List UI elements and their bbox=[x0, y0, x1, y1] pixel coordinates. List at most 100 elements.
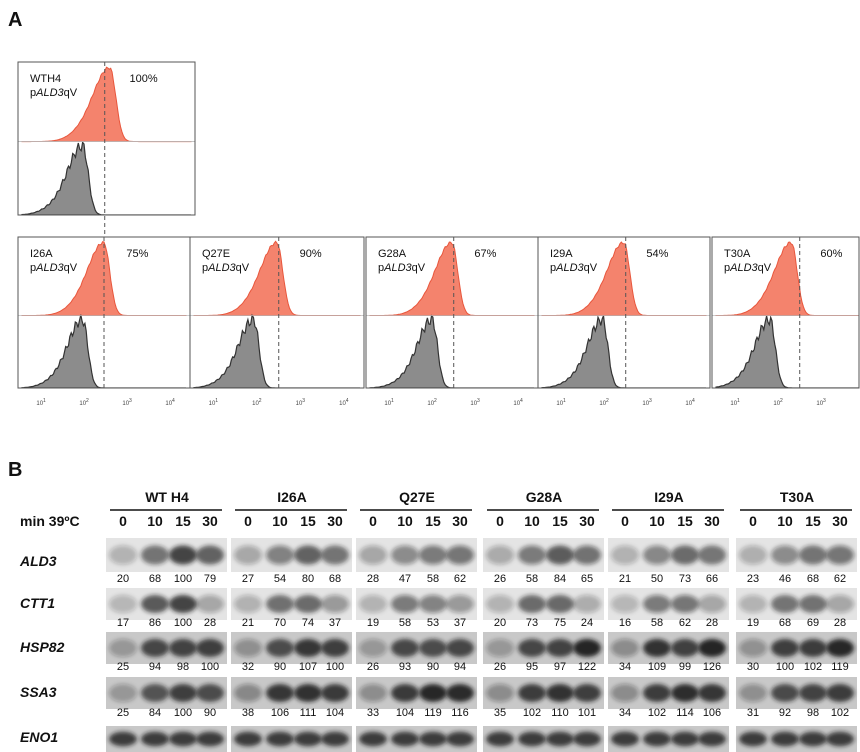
quantification: 68 bbox=[329, 573, 341, 585]
tick-exponent: 1 bbox=[215, 398, 218, 404]
band bbox=[799, 595, 827, 613]
band bbox=[419, 545, 447, 564]
construct-suffix: qV bbox=[758, 262, 772, 274]
histogram-gray bbox=[716, 316, 860, 388]
percent: 90% bbox=[300, 248, 322, 260]
band bbox=[391, 732, 419, 747]
quantification: 34 bbox=[619, 707, 631, 719]
band bbox=[518, 595, 546, 613]
band bbox=[611, 545, 639, 564]
band bbox=[234, 732, 262, 747]
quantification: 33 bbox=[367, 707, 379, 719]
construct: pALD3qV bbox=[724, 262, 772, 274]
quantification: 68 bbox=[779, 617, 791, 629]
quantification: 100 bbox=[776, 661, 794, 673]
band bbox=[698, 639, 726, 657]
band bbox=[671, 732, 699, 747]
band bbox=[611, 639, 639, 657]
band bbox=[391, 684, 419, 702]
construct-gene: ALD3 bbox=[383, 262, 412, 274]
group-name: I26A bbox=[277, 489, 307, 505]
quantification: 102 bbox=[648, 707, 666, 719]
band bbox=[671, 684, 699, 702]
blot bbox=[608, 538, 729, 572]
time: 10 bbox=[397, 513, 413, 529]
band bbox=[359, 684, 387, 702]
percent: 60% bbox=[820, 248, 842, 260]
band bbox=[359, 545, 387, 564]
band bbox=[391, 639, 419, 657]
band bbox=[573, 684, 601, 702]
quantification: 23 bbox=[747, 573, 759, 585]
band bbox=[739, 639, 767, 657]
quantification: 68 bbox=[149, 573, 161, 585]
band bbox=[518, 684, 546, 702]
blot bbox=[231, 632, 352, 664]
histogram-panel: T30ApALD3qV60%101102103 bbox=[712, 237, 860, 407]
quantification: 94 bbox=[149, 661, 161, 673]
band bbox=[546, 639, 574, 657]
blot bbox=[736, 588, 857, 620]
band bbox=[321, 595, 349, 613]
quantification: 106 bbox=[703, 707, 721, 719]
band bbox=[234, 684, 262, 702]
band bbox=[643, 639, 671, 657]
construct-suffix: qV bbox=[412, 262, 426, 274]
blot bbox=[483, 538, 604, 572]
band bbox=[109, 595, 137, 613]
band bbox=[234, 595, 262, 613]
blot bbox=[736, 632, 857, 664]
time: 30 bbox=[579, 513, 595, 529]
band bbox=[294, 639, 322, 657]
histogram-gray bbox=[370, 316, 534, 388]
quantification: 25 bbox=[117, 707, 129, 719]
band bbox=[196, 545, 224, 564]
group-name: I29A bbox=[654, 489, 684, 505]
band bbox=[266, 732, 294, 747]
time: 30 bbox=[327, 513, 343, 529]
sample-name: I26A bbox=[30, 248, 53, 260]
blot bbox=[483, 677, 604, 709]
tick-exponent: 3 bbox=[477, 398, 480, 404]
band bbox=[671, 639, 699, 657]
blot bbox=[736, 538, 857, 572]
quantification: 46 bbox=[779, 573, 791, 585]
band bbox=[771, 595, 799, 613]
quantification: 84 bbox=[149, 707, 161, 719]
band bbox=[419, 595, 447, 613]
quantification: 114 bbox=[676, 707, 694, 719]
band bbox=[573, 732, 601, 747]
x-tick-label: 104 bbox=[339, 398, 349, 407]
quantification: 126 bbox=[703, 661, 721, 673]
tick-exponent: 2 bbox=[434, 398, 437, 404]
quantification: 25 bbox=[117, 661, 129, 673]
quantification: 19 bbox=[747, 617, 759, 629]
x-tick-label: 101 bbox=[730, 398, 740, 407]
tick-exponent: 1 bbox=[563, 398, 566, 404]
quantification: 94 bbox=[454, 661, 466, 673]
quantification: 20 bbox=[117, 573, 129, 585]
band bbox=[196, 732, 224, 747]
construct-gene: ALD3 bbox=[555, 262, 584, 274]
sample-name: I29A bbox=[550, 248, 573, 260]
blot bbox=[231, 677, 352, 709]
band bbox=[771, 684, 799, 702]
histogram-gray bbox=[22, 142, 191, 215]
band bbox=[739, 545, 767, 564]
quantification: 26 bbox=[494, 661, 506, 673]
tick-exponent: 1 bbox=[737, 398, 740, 404]
percent: 100% bbox=[130, 73, 158, 85]
band bbox=[109, 732, 137, 747]
construct-suffix: qV bbox=[584, 262, 598, 274]
band bbox=[771, 545, 799, 564]
time: 10 bbox=[147, 513, 163, 529]
quantification: 119 bbox=[424, 707, 442, 719]
quantification: 107 bbox=[299, 661, 317, 673]
band bbox=[698, 732, 726, 747]
quantification: 90 bbox=[204, 707, 216, 719]
quantification: 97 bbox=[554, 661, 566, 673]
figure: A B min 39ºC WTH4pALD3qV100%I26ApALD3qV7… bbox=[0, 0, 860, 752]
quantification: 30 bbox=[747, 661, 759, 673]
quantification: 53 bbox=[427, 617, 439, 629]
